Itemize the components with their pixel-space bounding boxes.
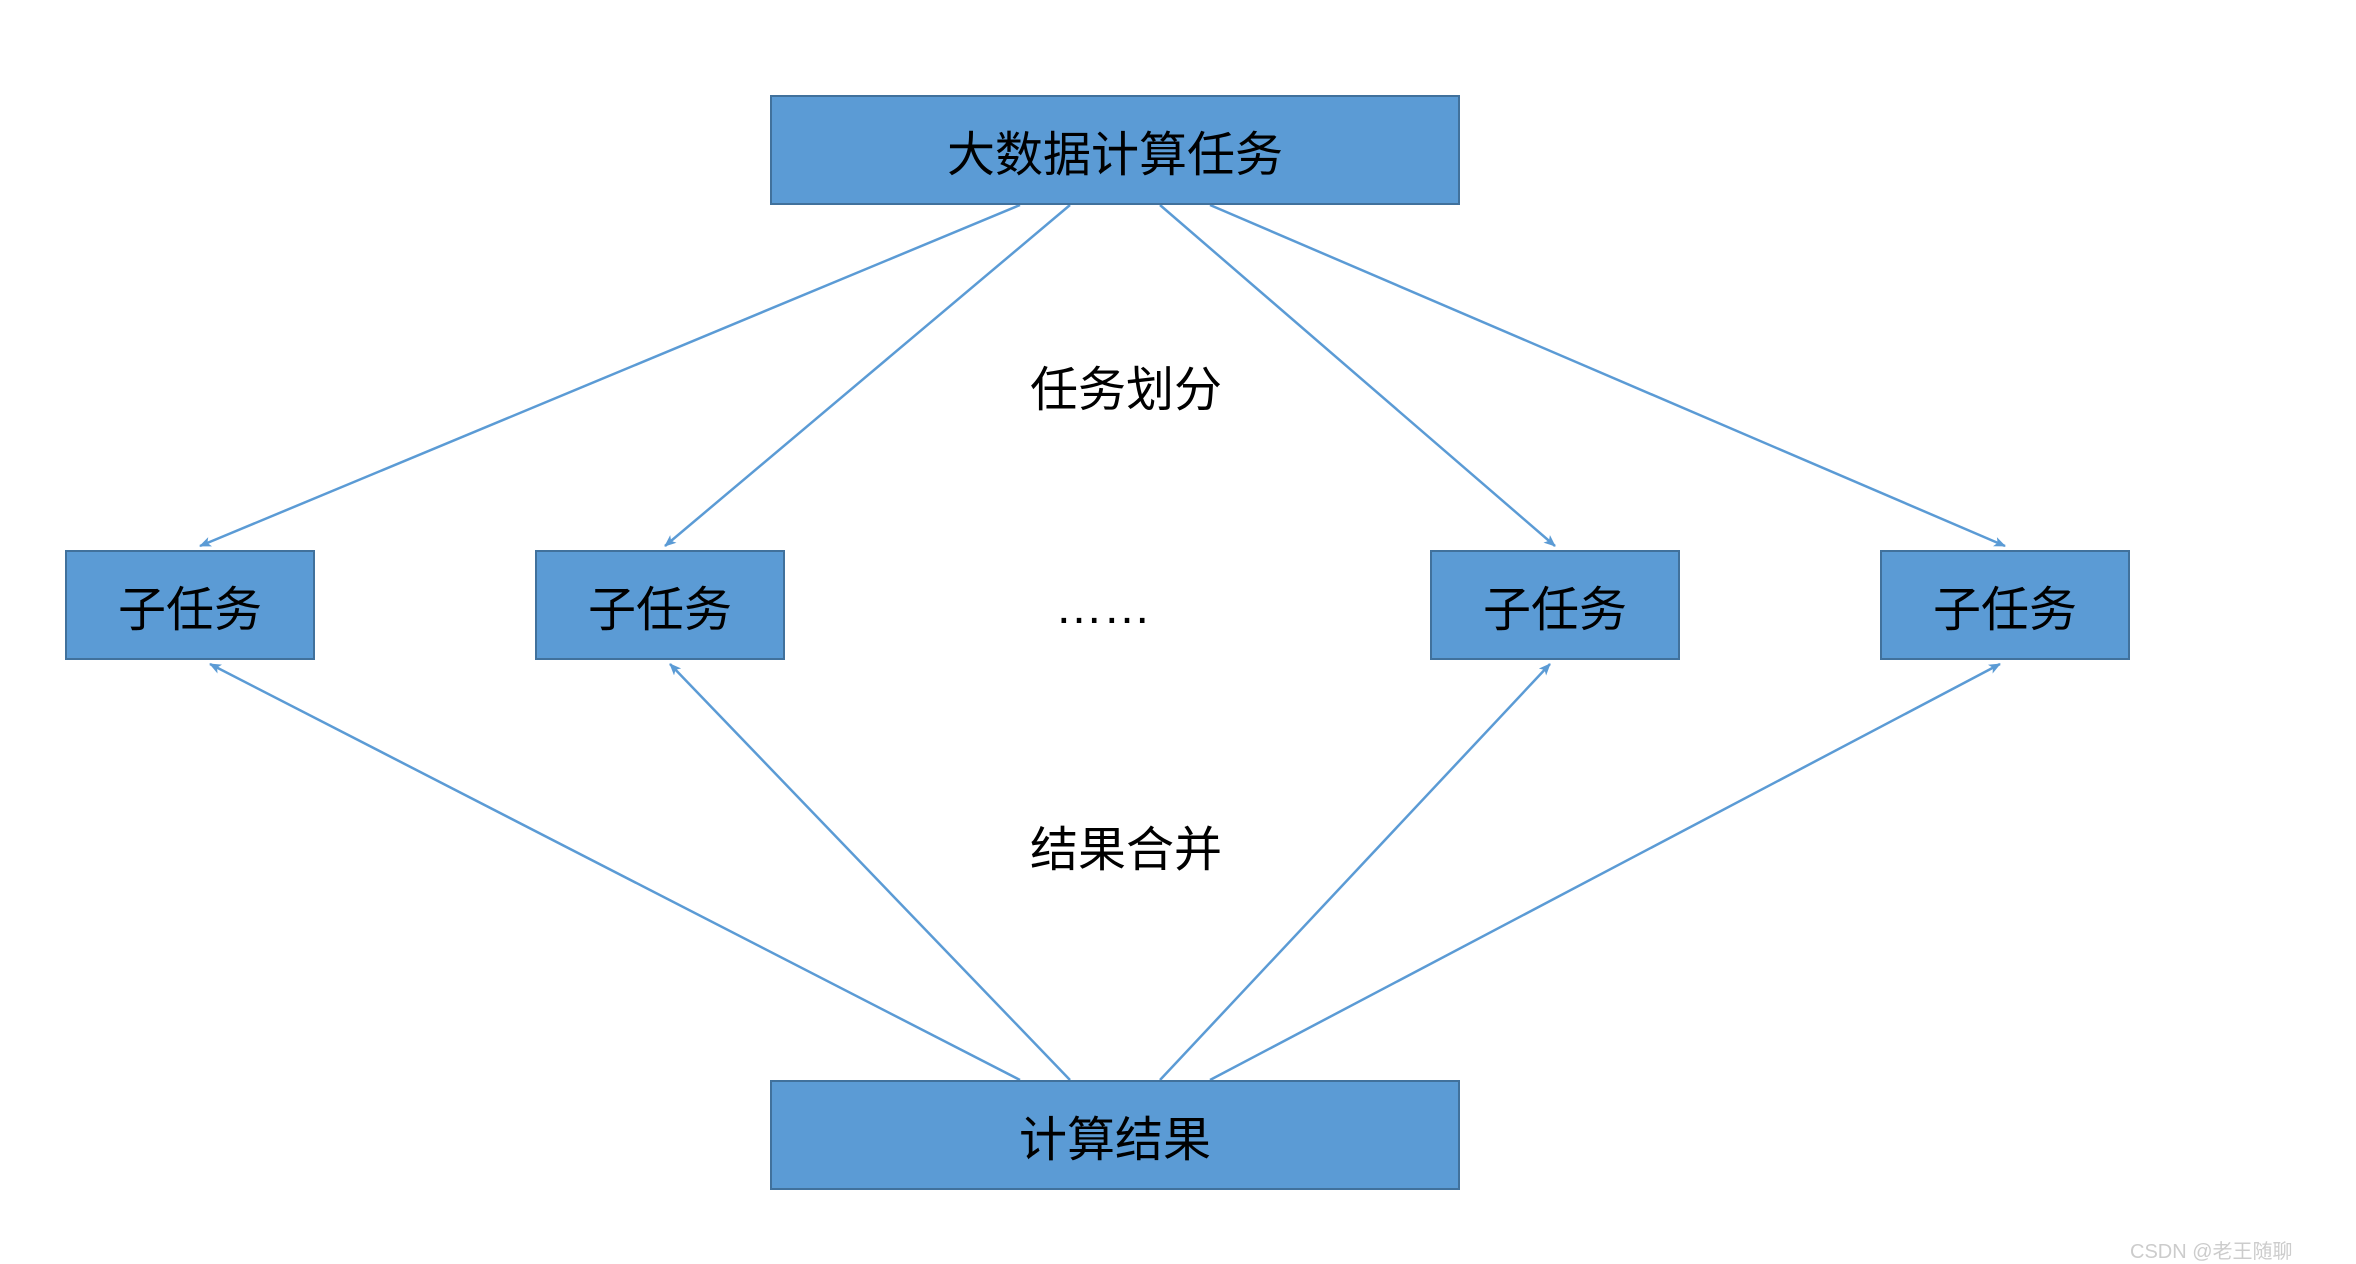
subtask-node-4: 子任务 bbox=[1880, 550, 2130, 660]
subtask-node-3-label: 子任务 bbox=[1483, 570, 1627, 640]
subtask-node-1-label: 子任务 bbox=[118, 570, 262, 640]
subtask-node-2: 子任务 bbox=[535, 550, 785, 660]
merge-label: 结果合并 bbox=[1030, 810, 1222, 880]
ellipsis-label: …… bbox=[1055, 580, 1151, 635]
watermark: CSDN @老王随聊 bbox=[2130, 1235, 2293, 1264]
subtask-node-3: 子任务 bbox=[1430, 550, 1680, 660]
root-node-label: 大数据计算任务 bbox=[947, 115, 1283, 185]
subtask-node-1: 子任务 bbox=[65, 550, 315, 660]
root-node: 大数据计算任务 bbox=[770, 95, 1460, 205]
subtask-node-4-label: 子任务 bbox=[1933, 570, 2077, 640]
split-label: 任务划分 bbox=[1030, 350, 1222, 420]
result-node-label: 计算结果 bbox=[1019, 1100, 1211, 1170]
result-node: 计算结果 bbox=[770, 1080, 1460, 1190]
subtask-node-2-label: 子任务 bbox=[588, 570, 732, 640]
